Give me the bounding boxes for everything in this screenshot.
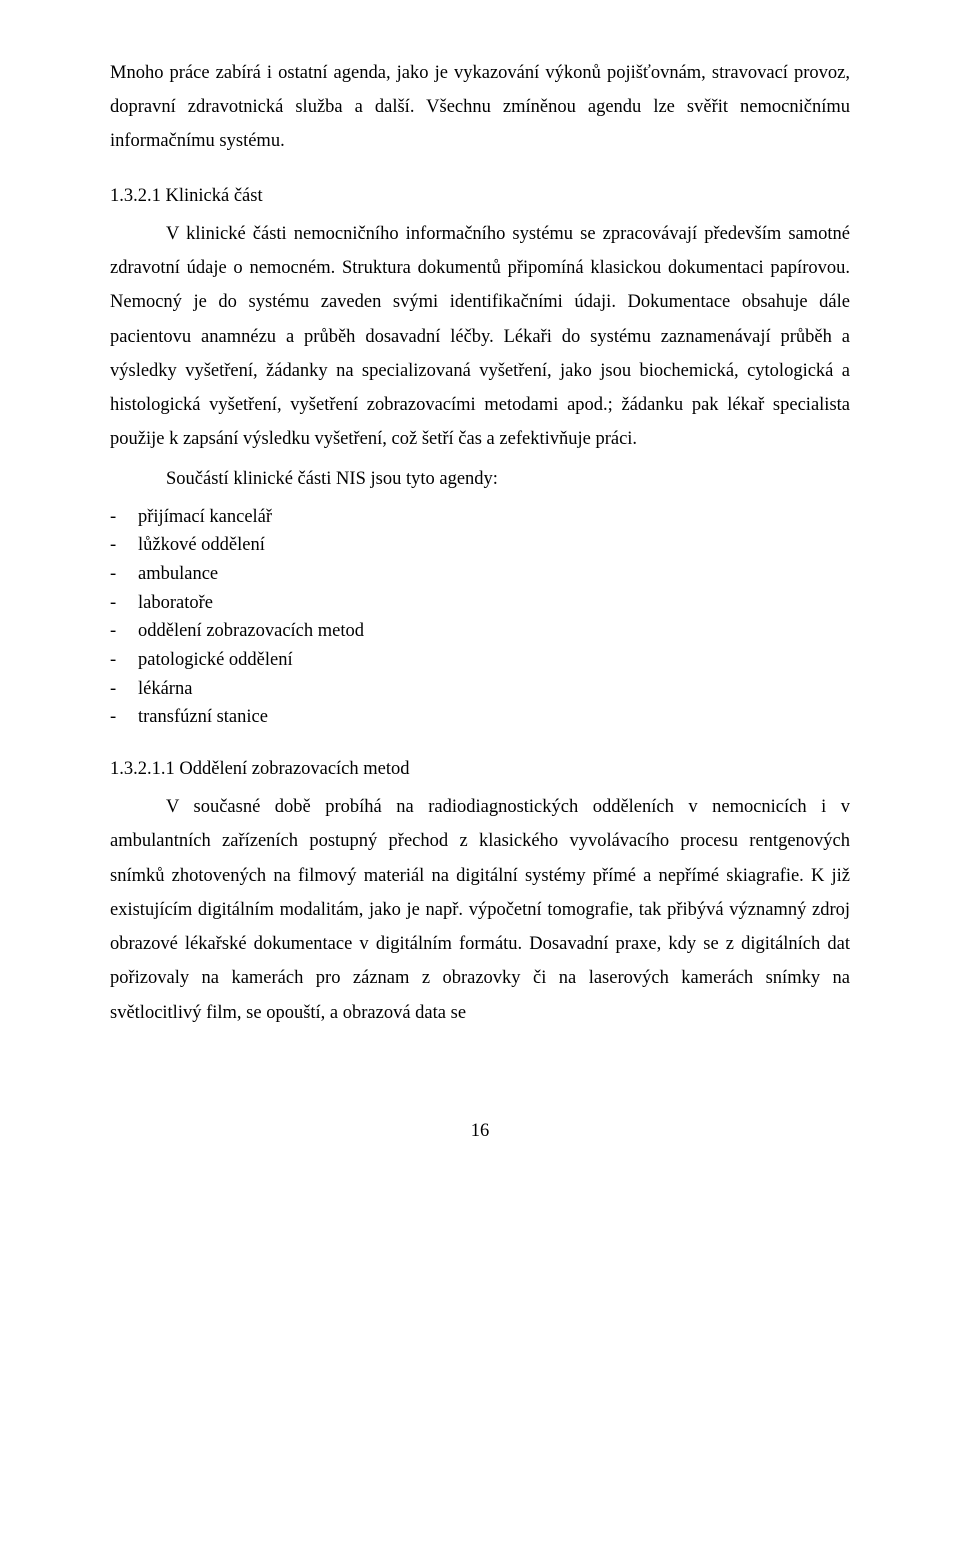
paragraph-intro: Mnoho práce zabírá i ostatní agenda, jak… [110, 56, 850, 159]
list-item: - transfúzní stanice [110, 703, 850, 732]
list-item: - laboratoře [110, 589, 850, 618]
list-item: - oddělení zobrazovacích metod [110, 617, 850, 646]
list-item-label: ambulance [138, 560, 218, 589]
dash-icon: - [110, 531, 138, 560]
list-item-label: laboratoře [138, 589, 213, 618]
list-item-label: patologické oddělení [138, 646, 293, 675]
list-item-label: transfúzní stanice [138, 703, 268, 732]
list-item: - lékárna [110, 675, 850, 704]
list-item-label: lékárna [138, 675, 192, 704]
dash-icon: - [110, 646, 138, 675]
list-item-label: oddělení zobrazovacích metod [138, 617, 364, 646]
list-item: - patologické oddělení [110, 646, 850, 675]
paragraph-agendy-intro: Součástí klinické části NIS jsou tyto ag… [110, 462, 850, 496]
dash-icon: - [110, 675, 138, 704]
dash-icon: - [110, 503, 138, 532]
list-item: - přijímací kancelář [110, 503, 850, 532]
dash-icon: - [110, 560, 138, 589]
dash-icon: - [110, 617, 138, 646]
dash-icon: - [110, 589, 138, 618]
list-item: - ambulance [110, 560, 850, 589]
agendy-list: - přijímací kancelář - lůžkové oddělení … [110, 503, 850, 732]
dash-icon: - [110, 703, 138, 732]
section-heading-oddeleni-zobrazovacich: 1.3.2.1.1 Oddělení zobrazovacích metod [110, 752, 850, 786]
document-page: Mnoho práce zabírá i ostatní agenda, jak… [0, 0, 960, 1567]
list-item-label: lůžkové oddělení [138, 531, 265, 560]
paragraph-klinicka-cast: V klinické části nemocničního informační… [110, 217, 850, 457]
list-item-label: přijímací kancelář [138, 503, 272, 532]
paragraph-oddeleni-zobrazovacich: V současné době probíhá na radiodiagnost… [110, 790, 850, 1030]
section-heading-klinicka-cast: 1.3.2.1 Klinická část [110, 179, 850, 213]
page-number: 16 [110, 1114, 850, 1148]
list-item: - lůžkové oddělení [110, 531, 850, 560]
